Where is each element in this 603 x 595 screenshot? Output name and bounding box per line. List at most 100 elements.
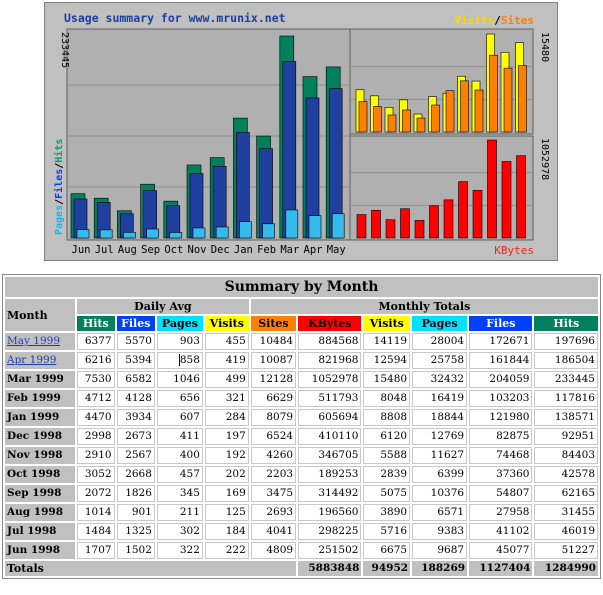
kbytes-bar [443,199,454,239]
value-cell: 6675 [363,542,411,559]
sites-bar [460,80,469,133]
value-cell: 901 [116,504,155,521]
legend-part: Files [53,169,65,199]
value-cell: 5075 [363,485,411,502]
month-link[interactable]: May 1999 [7,335,61,347]
value-cell: 202 [204,466,249,483]
value-cell: 184 [204,523,249,540]
value-cell: 322 [156,542,203,559]
value-cell: 18844 [412,409,468,426]
monthly-visits-header: Visits [363,316,411,331]
usage-chart: Usage summary for www.mrunix.net Visits/… [44,2,558,261]
value-cell: 14119 [363,333,411,350]
value-cell: 858 [156,352,203,369]
table-row: Aug 1998 1014 901 211 125 2693 196560 3890 6571 2… [5,504,598,521]
right-bottom-ymax-label: 1052978 [539,138,550,180]
column-headers-row: Hits Files Pages Visits Sites KBytes Visits Pag… [5,316,598,331]
pages-bar [262,223,275,239]
value-cell: 3934 [116,409,155,426]
daily-hits-header: Hits [76,316,115,331]
value-cell: 41102 [469,523,533,540]
month-cell: Aug 1998 [5,504,75,521]
monthly-kbytes-header: KBytes [298,316,362,331]
sites-bar [387,114,397,133]
value-cell: 172671 [469,333,533,350]
value-cell: 42578 [534,466,598,483]
month-cell: Jan 1999 [5,409,75,426]
value-cell: 4470 [76,409,115,426]
value-cell: 4260 [250,447,297,464]
value-cell: 7530 [76,371,115,388]
pages-bar [239,221,252,239]
visits-sites-bars [355,33,527,133]
value-cell: 4041 [250,523,297,540]
table-row: Jun 1998 1707 1502 322 222 4809 251502 6675 9687… [5,542,598,559]
value-cell: 2072 [76,485,115,502]
month-cell[interactable]: Apr 1999 [5,352,75,369]
value-cell: 12769 [412,428,468,445]
sites-bar [489,54,498,133]
month-label: Jun [72,244,91,256]
value-cell: 196560 [298,504,362,521]
value-cell: 3475 [250,485,297,502]
table-row: Jul 1998 1484 1325 302 184 4041 298225 5716 9383… [5,523,598,540]
value-cell: 192 [204,447,249,464]
value-cell: 10376 [412,485,468,502]
value-cell: 4128 [116,390,155,407]
value-cell: 5394 [116,352,155,369]
value-cell: 346705 [298,447,362,464]
value-cell: 51227 [534,542,598,559]
summary-by-month-table: Summary by Month Month Daily Avg Monthly… [2,274,601,579]
value-cell: 511793 [298,390,362,407]
value-cell: 5716 [363,523,411,540]
value-cell: 2203 [250,466,297,483]
legend-part: / [54,199,65,205]
hits-gridlines [68,84,349,188]
value-cell: 314492 [298,485,362,502]
legend-part: Hits [53,139,65,163]
text-cursor: 858 [178,354,200,366]
value-cell: 9383 [412,523,468,540]
month-label: Feb [257,244,276,256]
value-cell: 6629 [250,390,297,407]
value-cell: 222 [204,542,249,559]
value-cell: 2998 [76,428,115,445]
table-row: Apr 1999 6216 5394 858 419 10087 821968 12594 25… [5,352,598,369]
table-title: Summary by Month [5,277,598,297]
value-cell: 204059 [469,371,533,388]
value-cell: 103203 [469,390,533,407]
table-row: Oct 1998 3052 2668 457 202 2203 189253 2839 6399… [5,466,598,483]
monthly-files-header: Files [469,316,533,331]
month-axis-labels: Jun Jul Aug Sep Oct Nov Dec Jan Feb Mar Apr May [72,244,346,256]
value-cell: 2668 [116,466,155,483]
value-cell: 821968 [298,352,362,369]
total-value: 188269 [412,561,468,576]
value-cell: 5570 [116,333,155,350]
value-cell: 9687 [412,542,468,559]
monthly-totals-header: Monthly Totals [250,299,598,314]
pages-bar [169,232,183,239]
value-cell: 169 [204,485,249,502]
table-row: Mar 1999 7530 6582 1046 499 12128 1052978 15480… [5,371,598,388]
month-label: Sep [141,244,160,256]
month-link[interactable]: Apr 1999 [7,354,57,366]
value-cell: 32432 [412,371,468,388]
kbytes-bar [516,155,526,239]
month-label: Aug [118,244,137,256]
month-cell[interactable]: May 1999 [5,333,75,350]
value-cell: 345 [156,485,203,502]
value-cell: 161844 [469,352,533,369]
kbytes-bar [400,208,410,239]
month-cell: Nov 1998 [5,447,75,464]
value-cell: 656 [156,390,203,407]
daily-visits-header: Visits [204,316,249,331]
month-header: Month [5,299,75,331]
value-cell: 411 [156,428,203,445]
sites-bar [416,117,426,133]
kbytes-bar [429,205,439,239]
sites-bar [518,65,527,133]
total-value: 5883848 [298,561,362,576]
pages-bar [123,232,136,239]
value-cell: 8048 [363,390,411,407]
value-cell: 54807 [469,485,533,502]
